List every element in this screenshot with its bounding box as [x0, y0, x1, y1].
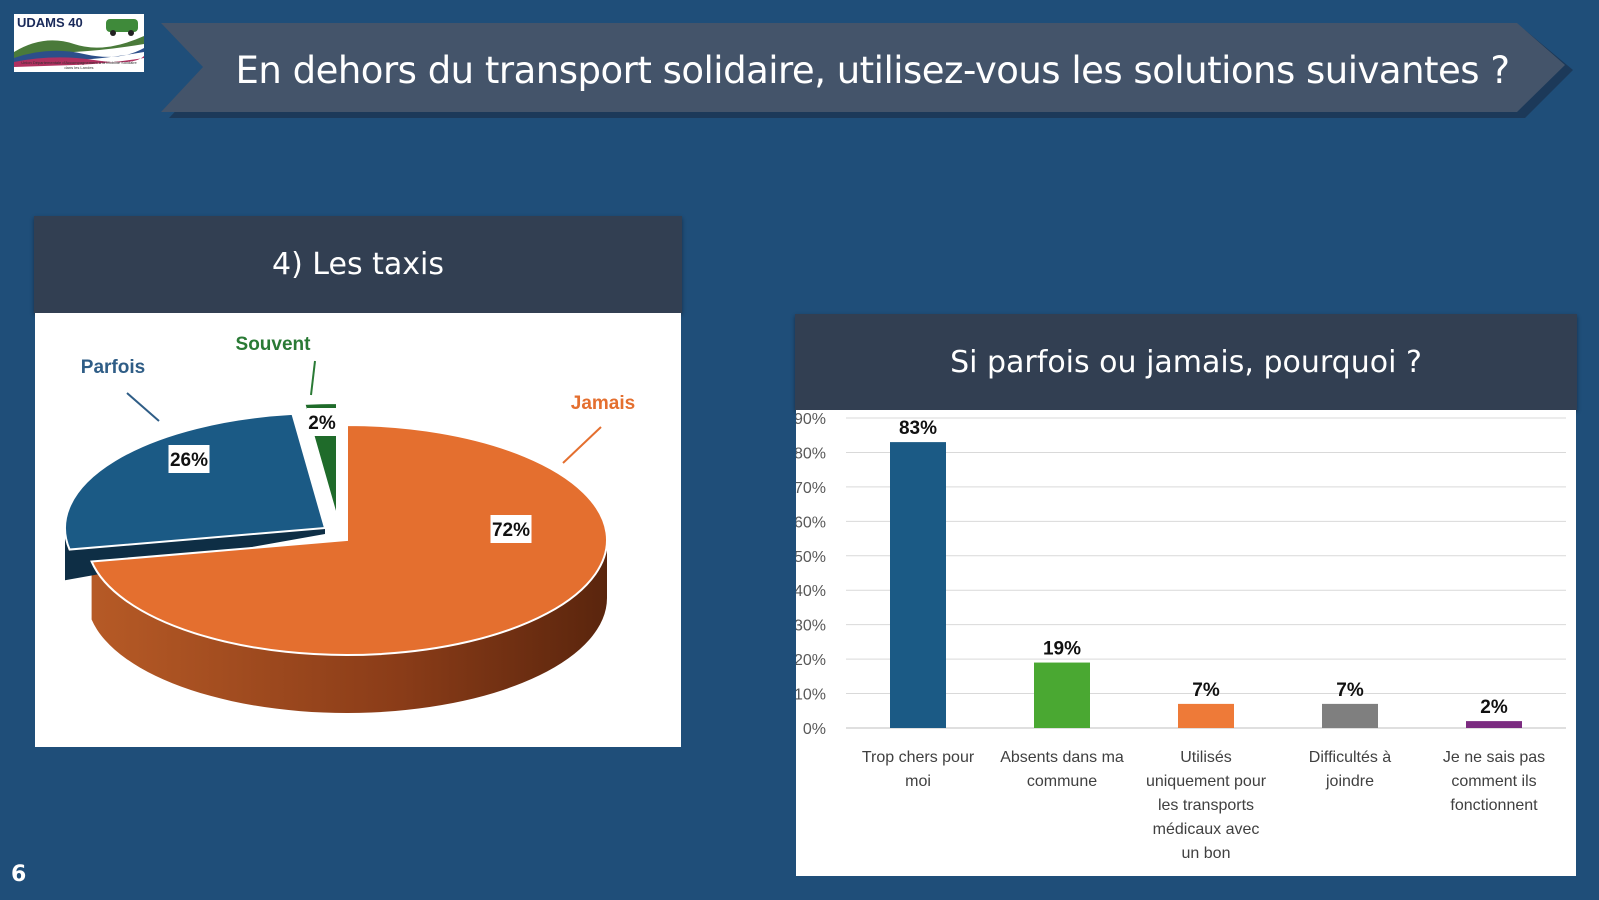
pie-category-label: Souvent [236, 334, 312, 355]
pie-leader-line [126, 392, 160, 422]
pie-leader-line [310, 360, 316, 396]
bar-category-label: Utilisés [1180, 749, 1232, 766]
pie-category-label: Jamais [571, 393, 635, 414]
bar-category-label: fonctionnent [1450, 797, 1538, 814]
logo-name: UDAMS 40 [17, 15, 83, 30]
bar-ytick-label: 40% [796, 583, 826, 600]
bar-chart-area: 0% 10% 20% 30% 40% 50% 60% 70% 80% 90% 83% Trop che… [794, 410, 1576, 876]
udams-logo: UDAMS 40 Union Départementale d'Accompag… [14, 14, 144, 72]
bar-0 [890, 442, 946, 728]
bar-category-label: commune [1027, 773, 1097, 790]
bar-ytick-label: 0% [803, 721, 826, 738]
bar-ytick-label: 20% [796, 652, 826, 669]
pie-slice-jamais [90, 423, 608, 656]
bar-4 [1466, 721, 1522, 728]
bar-category-label: Je ne sais pas [1443, 749, 1545, 766]
pie-value-label: 2% [308, 413, 336, 434]
title-banner: En dehors du transport solidaire, utilis… [155, 20, 1590, 120]
bar-value-label: 19% [1043, 639, 1081, 660]
bar-category-label: un bon [1182, 845, 1231, 862]
bar-category-label: Trop chers pour [862, 749, 975, 766]
bar-ytick-label: 80% [796, 445, 826, 462]
pie-value-box-2 [307, 408, 337, 436]
logo-wave-graphic [14, 19, 144, 67]
pie-value-box-0 [490, 515, 532, 543]
bar-chart: 0% 10% 20% 30% 40% 50% 60% 70% 80% 90% 83% Trop che… [794, 411, 1566, 862]
bar-3 [1322, 703, 1378, 728]
bar-ytick-label: 10% [796, 687, 826, 704]
pie-leader-line [562, 426, 602, 464]
bar-category-label: comment ils [1451, 773, 1536, 790]
bar-category-label: moi [905, 773, 931, 790]
pie-value-label: 72% [492, 520, 530, 541]
bar-ytick-label: 60% [796, 514, 826, 531]
left-panel-header: 4) Les taxis [34, 216, 682, 313]
bar-category-label: médicaux avec [1153, 821, 1260, 838]
pie-chart-area: 72% 26% 2% Jamais Parfois Souvent [35, 313, 681, 747]
pie-slice-parfois [64, 412, 327, 551]
right-panel-header: Si parfois ou jamais, pourquoi ? [795, 314, 1577, 410]
bar-ytick-label: 70% [796, 480, 826, 497]
pie-value-box-1 [168, 445, 210, 473]
bar-category-label: joindre [1325, 773, 1374, 790]
bar-value-label: 7% [1192, 680, 1220, 701]
bar-1 [1034, 662, 1090, 728]
pie-chart: 72% 26% 2% Jamais Parfois Souvent [64, 334, 635, 713]
bar-category-label: Difficultés à [1309, 749, 1392, 766]
bar-ytick-label: 90% [796, 411, 826, 428]
bar-2 [1178, 703, 1234, 728]
pie-side-jamais [91, 540, 607, 713]
logo-tagline: Union Départementale d'Accompagnement à … [21, 60, 137, 70]
bar-category-label: uniquement pour [1146, 773, 1267, 790]
bar-value-label: 2% [1480, 697, 1508, 718]
pie-category-label: Parfois [81, 357, 145, 378]
bar-category-label: les transports [1158, 797, 1254, 814]
bar-ytick-label: 50% [796, 549, 826, 566]
bar-ytick-label: 30% [796, 618, 826, 635]
car-icon [106, 19, 138, 32]
slide-title: En dehors du transport solidaire, utilis… [235, 48, 1510, 92]
bar-category-label: Absents dans ma [1000, 749, 1124, 766]
bar-value-label: 83% [899, 418, 937, 439]
page-number: 6 [11, 862, 27, 887]
banner-chevron-shape [161, 23, 1573, 118]
bar-value-label: 7% [1336, 680, 1364, 701]
pie-value-label: 26% [170, 450, 208, 471]
